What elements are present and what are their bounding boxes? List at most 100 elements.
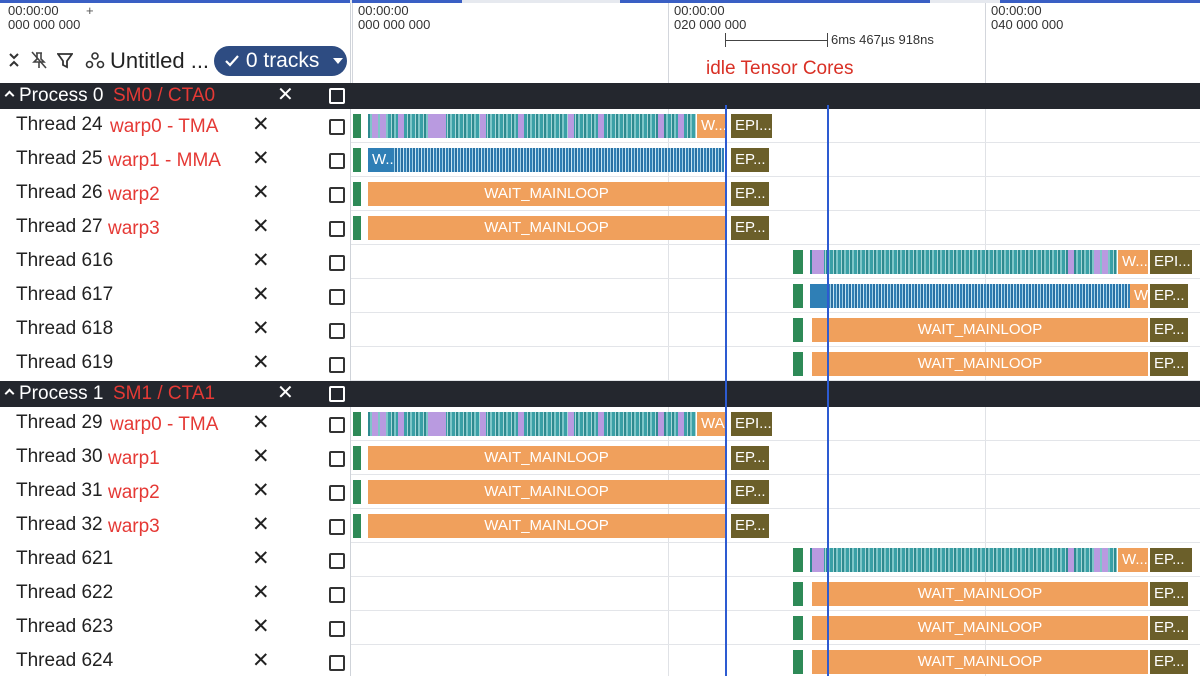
close-icon[interactable]: ✕ [252,249,270,272]
checkbox-icon[interactable] [329,187,345,203]
wait-mainloop-slice[interactable]: WAIT_MAINLOOP [812,318,1148,342]
epilogue-slice[interactable]: EP... [731,446,769,470]
checkbox-icon[interactable] [329,221,345,237]
checkbox-icon[interactable] [329,417,345,433]
workspace-icon[interactable] [85,50,105,72]
collapse-icon[interactable] [4,50,24,72]
tma-loop-slice[interactable] [810,250,1117,274]
checkbox-icon[interactable] [329,519,345,535]
cursor-line[interactable] [725,105,727,676]
process-name[interactable]: Process 1 [4,383,103,405]
epilogue-slice[interactable]: EPI... [731,114,772,138]
epilogue-slice[interactable]: EP... [731,148,769,172]
wait-mainloop-slice[interactable]: WAIT_MAINLOOP [812,582,1148,606]
start-slice[interactable] [793,616,803,640]
close-icon[interactable]: ✕ [252,113,270,136]
start-slice[interactable] [353,412,361,436]
wait-mainloop-slice[interactable]: WAIT_MAINLOOP [368,514,725,538]
unpin-icon[interactable] [29,50,49,72]
epilogue-slice[interactable]: EP... [731,182,769,206]
wait-slice[interactable]: W... [697,114,725,138]
start-slice[interactable] [793,250,803,274]
epilogue-slice[interactable]: EP... [1150,548,1192,572]
start-slice[interactable] [793,582,803,606]
close-icon[interactable]: ✕ [252,411,270,434]
close-icon[interactable]: ✕ [252,445,270,468]
checkbox-icon[interactable] [329,587,345,603]
checkbox-icon[interactable] [329,621,345,637]
start-slice[interactable] [793,548,803,572]
epilogue-slice[interactable]: EP... [731,514,769,538]
checkbox-icon[interactable] [329,357,345,373]
tma-loop-slice[interactable] [368,412,696,436]
epilogue-slice[interactable]: EP... [1150,352,1188,376]
wait-slice[interactable]: WA... [697,412,725,436]
checkbox-icon[interactable] [329,386,345,402]
checkbox-icon[interactable] [329,289,345,305]
close-icon[interactable]: ✕ [252,181,270,204]
close-icon[interactable]: ✕ [252,283,270,306]
epilogue-slice[interactable]: EP... [1150,582,1188,606]
wait-mainloop-slice[interactable]: WAIT_MAINLOOP [368,216,725,240]
wait-slice[interactable]: W... [1118,250,1148,274]
epilogue-slice[interactable]: EP... [1150,616,1188,640]
start-slice[interactable] [353,480,361,504]
checkbox-icon[interactable] [329,451,345,467]
close-icon[interactable]: ✕ [252,581,270,604]
close-icon[interactable]: ✕ [277,84,294,106]
checkbox-icon[interactable] [329,323,345,339]
mma-loop-slice[interactable] [810,284,1130,308]
wait-mainloop-slice[interactable]: WAIT_MAINLOOP [812,650,1148,674]
start-slice[interactable] [353,514,361,538]
tma-loop-slice[interactable] [368,114,696,138]
epilogue-slice[interactable]: EP... [1150,318,1188,342]
add-icon[interactable]: + [86,3,94,18]
epilogue-slice[interactable]: EP... [1150,650,1188,674]
workspace-title[interactable]: Untitled ... [110,48,210,73]
wait-mainloop-slice[interactable]: WAIT_MAINLOOP [812,616,1148,640]
close-icon[interactable]: ✕ [252,513,270,536]
wait-slice[interactable]: W... [1118,548,1148,572]
wait-mainloop-slice[interactable]: WAIT_MAINLOOP [812,352,1148,376]
epilogue-slice[interactable]: EPI... [731,412,772,436]
start-slice[interactable] [793,352,803,376]
checkbox-icon[interactable] [329,153,345,169]
epilogue-slice[interactable]: EP... [1150,284,1188,308]
start-slice[interactable] [353,446,361,470]
process-header[interactable]: Process 1 SM1 / CTA1 ✕ [0,381,1200,407]
close-icon[interactable]: ✕ [252,649,270,672]
start-slice[interactable] [793,650,803,674]
filter-icon[interactable] [55,50,75,72]
epilogue-slice[interactable]: EPI... [1150,250,1192,274]
start-slice[interactable] [353,182,361,206]
close-icon[interactable]: ✕ [252,351,270,374]
cursor-line[interactable] [827,105,829,676]
start-slice[interactable] [353,114,361,138]
tracks-button[interactable]: 0 tracks [214,46,347,76]
close-icon[interactable]: ✕ [252,317,270,340]
close-icon[interactable]: ✕ [252,479,270,502]
epilogue-slice[interactable]: EP... [731,216,769,240]
process-header[interactable]: Process 0 SM0 / CTA0 ✕ [0,83,1200,109]
tma-loop-slice[interactable] [810,548,1117,572]
epilogue-slice[interactable]: EP... [731,480,769,504]
process-name[interactable]: Process 0 [4,85,103,107]
checkbox-icon[interactable] [329,485,345,501]
close-icon[interactable]: ✕ [252,215,270,238]
mma-loop-slice[interactable]: W... [368,148,724,172]
wait-slice[interactable]: W [1130,284,1148,308]
chevron-up-icon[interactable] [4,388,15,399]
start-slice[interactable] [353,216,361,240]
start-slice[interactable] [793,318,803,342]
start-slice[interactable] [353,148,361,172]
wait-mainloop-slice[interactable]: WAIT_MAINLOOP [368,480,725,504]
checkbox-icon[interactable] [329,255,345,271]
checkbox-icon[interactable] [329,88,345,104]
close-icon[interactable]: ✕ [252,547,270,570]
close-icon[interactable]: ✕ [277,382,294,404]
start-slice[interactable] [793,284,803,308]
wait-mainloop-slice[interactable]: WAIT_MAINLOOP [368,182,725,206]
checkbox-icon[interactable] [329,119,345,135]
wait-mainloop-slice[interactable]: WAIT_MAINLOOP [368,446,725,470]
close-icon[interactable]: ✕ [252,615,270,638]
